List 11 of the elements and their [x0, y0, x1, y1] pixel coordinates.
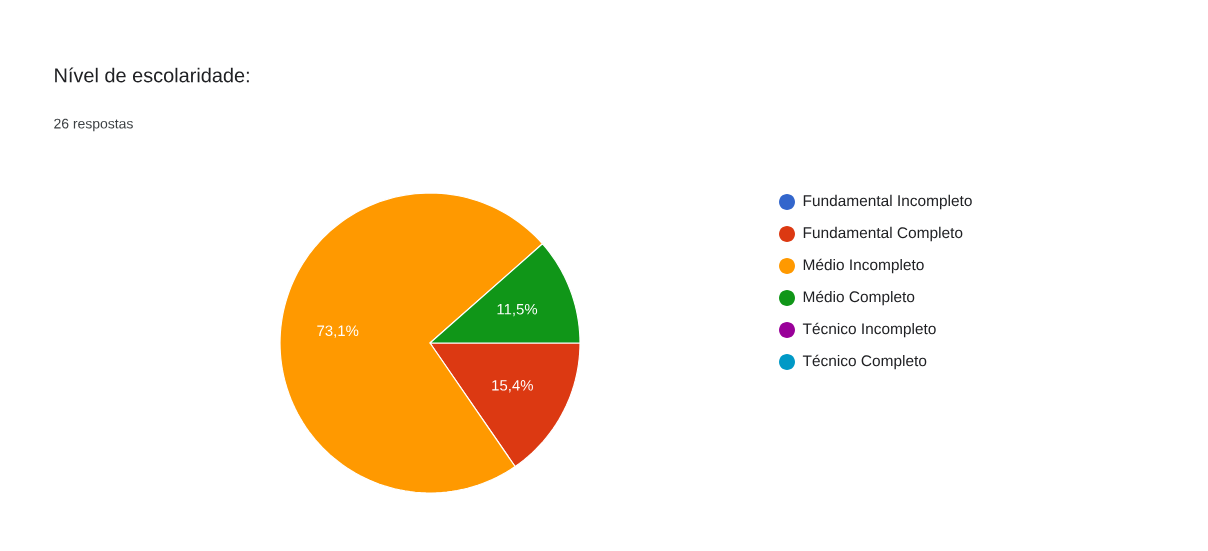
- data-label: 73,1%: [317, 325, 359, 338]
- data-label: 11,5%: [497, 303, 538, 317]
- legend-label: Técnico Incompleto: [802, 322, 936, 338]
- legend-label: Médio Incompleto: [803, 258, 924, 274]
- legend-label: Técnico Completo: [802, 354, 927, 370]
- legend-label: Fundamental Incompleto: [803, 194, 972, 210]
- text: 26 respostas: [54, 118, 133, 132]
- legend-label: Médio Completo: [803, 290, 915, 306]
- chart-title: Nível de escolaridade:: [55, 67, 249, 83]
- legend-label: Fundamental Completo: [803, 226, 963, 242]
- data-label: 15,4%: [492, 380, 533, 393]
